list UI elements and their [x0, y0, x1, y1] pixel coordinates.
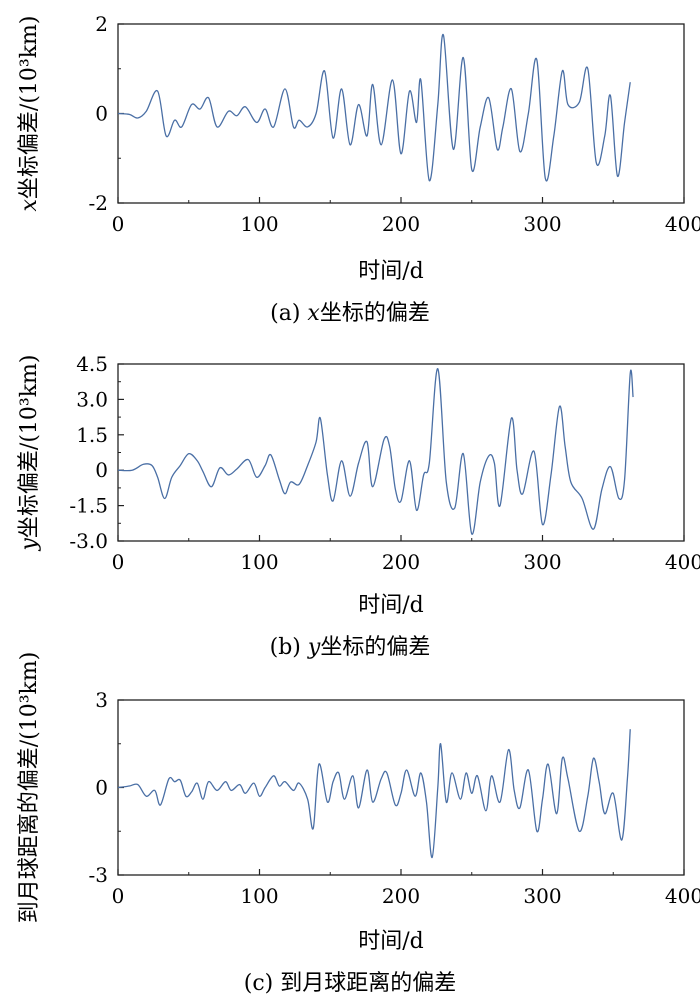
y-axis-label-text: 坐标偏差/(10³km) [17, 354, 42, 538]
caption-suffix: 坐标的偏差 [320, 301, 430, 326]
y-tick-label: 2 [95, 12, 108, 36]
series-line [117, 729, 631, 859]
chart-caption: (b) y坐标的偏差 [270, 635, 431, 660]
x-tick-label: 300 [523, 884, 561, 908]
x-axis-label: 时间/d [358, 593, 424, 618]
y-axis-label-text: 到月球距离的偏差/(10³km) [17, 652, 42, 924]
x-tick-label: 200 [382, 212, 420, 236]
y-tick-label: -3 [89, 863, 108, 887]
caption-var: y [307, 635, 321, 660]
x-tick-label: 100 [240, 550, 278, 574]
x-tick-label: 100 [240, 212, 278, 236]
y-tick-label: -2 [89, 191, 108, 215]
plot-frame [117, 23, 685, 204]
y-tick-label: 0 [95, 102, 108, 126]
x-tick-label: 200 [382, 884, 420, 908]
x-axis-label: 时间/d [358, 929, 424, 954]
caption-prefix: (b) [270, 635, 308, 660]
y-axis-label-text: 坐标偏差/(10³km) [17, 15, 42, 199]
chart-2: 0 100 200 300 400-303时间/d到月球距离的偏差/(10³km)(c)… [17, 652, 700, 996]
x-tick-label: 100 [240, 884, 278, 908]
y-tick-label: 3.0 [76, 387, 108, 411]
y-axis-label-var: x [17, 199, 42, 212]
caption-prefix: (a) [270, 301, 307, 326]
chart-1: 0 100 200 300 400-3.0-1.501.53.04.5时间/dy坐标偏差… [17, 352, 700, 660]
y-axis-label: x坐标偏差/(10³km) [17, 15, 42, 211]
series-line [117, 34, 631, 182]
x-tick-label: 200 [382, 550, 420, 574]
chart-caption: (c) 到月球距离的偏差 [244, 971, 457, 996]
y-tick-label: 0 [95, 458, 108, 482]
x-tick-label: 400 [665, 884, 700, 908]
caption-suffix: 到月球距离的偏差 [280, 971, 456, 996]
x-tick-label: 300 [523, 212, 561, 236]
caption-prefix: (c) [244, 971, 280, 996]
y-tick-label: 0 [95, 776, 108, 800]
chart-caption: (a) x坐标的偏差 [270, 301, 430, 326]
x-tick-label: 0 [112, 550, 125, 574]
y-tick-label: 1.5 [76, 423, 108, 447]
y-tick-label: -3.0 [69, 529, 108, 553]
x-tick-label: 300 [523, 550, 561, 574]
y-axis-label: y坐标偏差/(10³km) [17, 354, 42, 551]
plot-frame [117, 363, 685, 542]
x-tick-label: 400 [665, 212, 700, 236]
series-line [117, 368, 634, 535]
x-tick-label: 400 [665, 550, 700, 574]
caption-var: x [307, 301, 320, 326]
plot-frame [117, 699, 685, 876]
y-tick-label: 4.5 [76, 352, 108, 376]
caption-suffix: 坐标的偏差 [320, 635, 430, 660]
y-axis-label: 到月球距离的偏差/(10³km) [17, 652, 42, 924]
x-axis-label: 时间/d [358, 259, 424, 284]
x-tick-label: 0 [112, 212, 125, 236]
y-axis-label-var: y [17, 538, 42, 552]
x-tick-label: 0 [112, 884, 125, 908]
y-tick-label: 3 [95, 688, 108, 712]
y-tick-label: -1.5 [69, 494, 108, 518]
